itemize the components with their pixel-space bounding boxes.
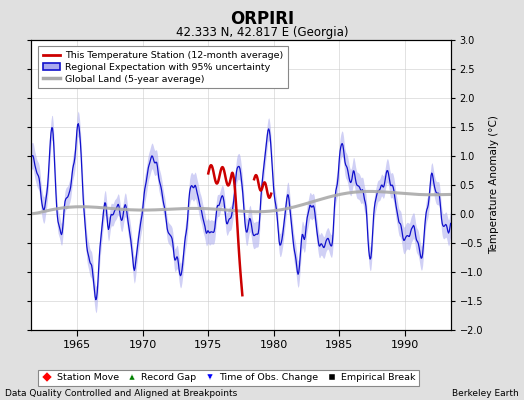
Text: ORPIRI: ORPIRI [230, 10, 294, 28]
Text: Berkeley Earth: Berkeley Earth [452, 389, 519, 398]
Text: 42.333 N, 42.817 E (Georgia): 42.333 N, 42.817 E (Georgia) [176, 26, 348, 39]
Y-axis label: Temperature Anomaly (°C): Temperature Anomaly (°C) [489, 116, 499, 254]
Legend: Station Move, Record Gap, Time of Obs. Change, Empirical Break: Station Move, Record Gap, Time of Obs. C… [38, 370, 419, 386]
Text: Data Quality Controlled and Aligned at Breakpoints: Data Quality Controlled and Aligned at B… [5, 389, 237, 398]
